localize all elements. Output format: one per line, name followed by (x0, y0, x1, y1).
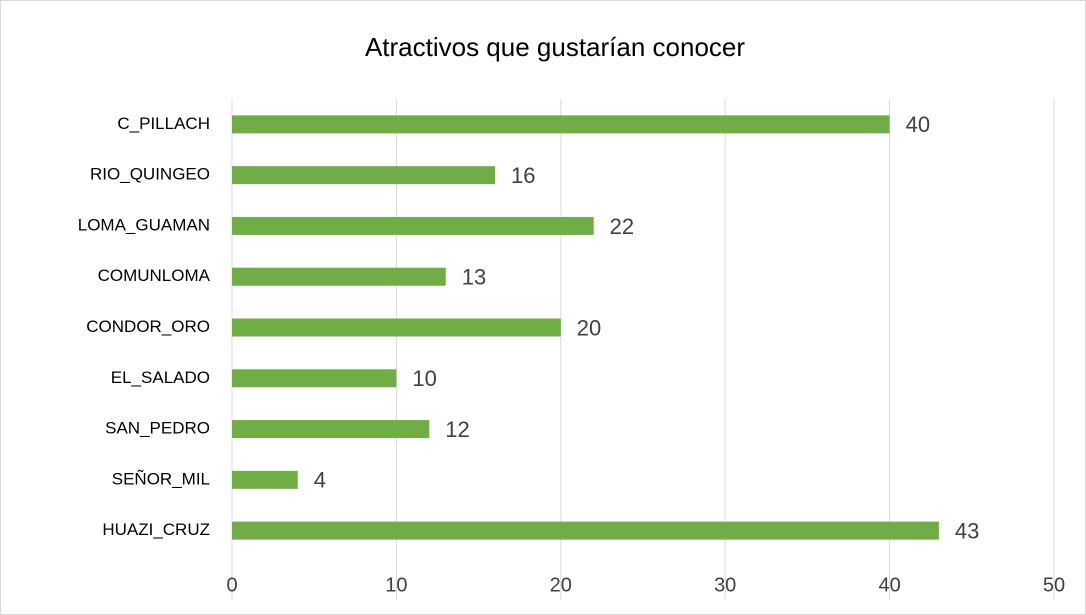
bar (232, 216, 594, 235)
data-label: 43 (955, 518, 979, 543)
y-tick-label: RIO_QUINGEO (90, 165, 210, 184)
y-tick-label: SAN_PEDRO (105, 419, 210, 438)
bar (232, 267, 446, 286)
y-tick-label: EL_SALADO (111, 368, 210, 387)
bar (232, 166, 496, 185)
y-tick-label: CONDOR_ORO (86, 317, 210, 336)
x-tick-label: 30 (714, 574, 736, 596)
bar (232, 115, 890, 134)
y-tick-label: COMUNLOMA (98, 266, 211, 285)
chart-title: Atractivos que gustarían conocer (365, 32, 745, 62)
data-label: 10 (412, 366, 436, 391)
x-tick-label: 0 (226, 574, 237, 596)
bar (232, 420, 430, 439)
bar (232, 369, 397, 388)
x-tick-label: 40 (878, 574, 900, 596)
data-label: 22 (610, 214, 634, 239)
data-label: 12 (445, 417, 469, 442)
bar (232, 470, 298, 489)
y-tick-label: C_PILLACH (117, 114, 210, 133)
data-label: 16 (511, 163, 535, 188)
data-label: 4 (314, 468, 326, 493)
x-tick-label: 10 (385, 574, 407, 596)
bar (232, 318, 561, 337)
x-tick-label: 20 (550, 574, 572, 596)
bar (232, 521, 939, 540)
x-tick-label: 50 (1043, 574, 1065, 596)
y-tick-label: LOMA_GUAMAN (78, 215, 210, 234)
y-tick-label: HUAZI_CRUZ (102, 520, 210, 539)
y-tick-label: SEÑOR_MIL (112, 469, 210, 488)
data-label: 13 (462, 265, 486, 290)
data-label: 20 (577, 315, 601, 340)
data-label: 40 (906, 112, 930, 137)
